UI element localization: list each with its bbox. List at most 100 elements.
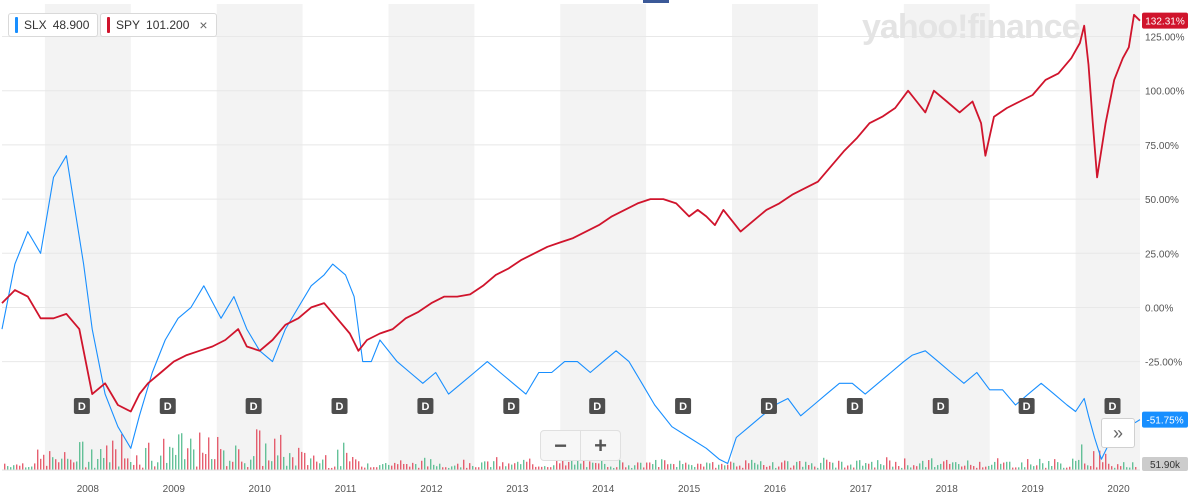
dividend-marker[interactable]: D [73, 398, 90, 414]
volume-bar [112, 440, 114, 470]
dividend-marker-label: D [937, 401, 945, 413]
volume-bar [1126, 467, 1128, 470]
slx-series-line [1, 155, 1141, 465]
dividend-marker-label: D [78, 401, 86, 413]
volume-bar [913, 465, 915, 470]
volume-bar [1003, 462, 1005, 470]
dividend-marker-box [417, 398, 434, 414]
volume-bar [844, 467, 846, 470]
volume-bar [664, 460, 666, 470]
dividend-marker[interactable]: D [159, 398, 176, 414]
zoom-in-button[interactable]: + [580, 431, 620, 460]
volume-bar [541, 466, 543, 470]
volume-bar [625, 467, 627, 470]
volume-bar [574, 464, 576, 470]
volume-bar [580, 463, 582, 470]
volume-bar [400, 460, 402, 470]
dividend-marker-label: D [507, 401, 515, 413]
volume-bar [403, 463, 405, 470]
zoom-out-button[interactable]: − [554, 432, 567, 458]
volume-bar [229, 460, 231, 470]
volume-bar [190, 438, 192, 470]
volume-bar [322, 459, 324, 470]
volume-bar [43, 454, 45, 470]
volume-bar [106, 445, 108, 470]
volume-bar [370, 467, 372, 470]
volume-bar [763, 465, 765, 470]
dividend-marker[interactable]: D [503, 398, 520, 414]
volume-bar [655, 459, 657, 470]
volume-bar [67, 458, 69, 470]
volume-bar [838, 460, 840, 470]
remove-comparison-close-icon[interactable]: × [199, 17, 208, 33]
dividend-marker[interactable]: D [331, 398, 348, 414]
volume-bar [775, 467, 777, 470]
volume-bar [679, 460, 681, 470]
volume-bar [865, 463, 867, 470]
y-tick-label: 25.00% [1145, 249, 1179, 260]
volume-bar [964, 465, 966, 470]
volume-bar [280, 434, 282, 470]
x-tick-label: 2012 [420, 484, 443, 495]
dividend-marker[interactable]: D [1018, 398, 1035, 414]
scroll-to-latest-button[interactable]: » [1101, 418, 1135, 448]
dividend-marker[interactable]: D [675, 398, 692, 414]
volume-bar [901, 467, 903, 470]
dividend-marker[interactable]: D [932, 398, 949, 414]
x-tick-label: 2015 [678, 484, 701, 495]
dividend-marker[interactable]: D [846, 398, 863, 414]
volume-bar [892, 466, 894, 470]
volume-bar [250, 459, 252, 470]
volume-bar [829, 461, 831, 470]
volume-bar [784, 460, 786, 470]
volume-bar [832, 462, 834, 470]
volume-bar [613, 467, 615, 470]
dividend-marker-box [245, 398, 262, 414]
volume-bar [364, 467, 366, 470]
volume-bar [1006, 461, 1008, 470]
dividend-marker[interactable]: D [760, 398, 777, 414]
volume-bar [1069, 466, 1071, 470]
legend-slx[interactable]: SLX 48.900 [8, 13, 99, 37]
series-lines [1, 13, 1141, 465]
volume-bar [256, 429, 258, 470]
volume-bar [967, 460, 969, 470]
dividend-marker[interactable]: D [417, 398, 434, 414]
volume-bar [601, 459, 603, 470]
volume-bar [916, 466, 918, 470]
volume-bar [922, 460, 924, 470]
volume-bar [985, 466, 987, 470]
volume-bar [94, 467, 96, 470]
dividend-marker[interactable]: D [1104, 398, 1121, 414]
volume-bar [118, 466, 120, 470]
volume-bar [49, 451, 51, 470]
x-tick-label: 2014 [592, 484, 615, 495]
year-band [732, 4, 818, 470]
year-bands [44, 4, 1140, 470]
volume-bar [13, 465, 15, 470]
volume-bar [175, 454, 177, 470]
volume-bar [1066, 467, 1068, 470]
legend-spy[interactable]: SPY 101.200 × [100, 13, 217, 37]
volume-bar [991, 464, 993, 470]
volume-bar [1030, 464, 1032, 470]
volume-bar [415, 464, 417, 470]
volume-bar [520, 464, 522, 470]
volume-bar [502, 462, 504, 470]
volume-bar [631, 467, 633, 470]
volume-bar [544, 466, 546, 470]
dividend-marker[interactable]: D [589, 398, 606, 414]
x-tick-label: 2019 [1022, 484, 1045, 495]
volume-bar [643, 467, 645, 470]
volume-bar [1036, 465, 1038, 470]
volume-bar [445, 467, 447, 470]
volume-bar [592, 462, 594, 470]
volume-bar [253, 456, 255, 470]
volume-bar [271, 461, 273, 470]
dividend-marker[interactable]: D [245, 398, 262, 414]
volume-bar [373, 467, 375, 470]
volume-bar [1096, 467, 1098, 470]
volume-bar [460, 467, 462, 470]
